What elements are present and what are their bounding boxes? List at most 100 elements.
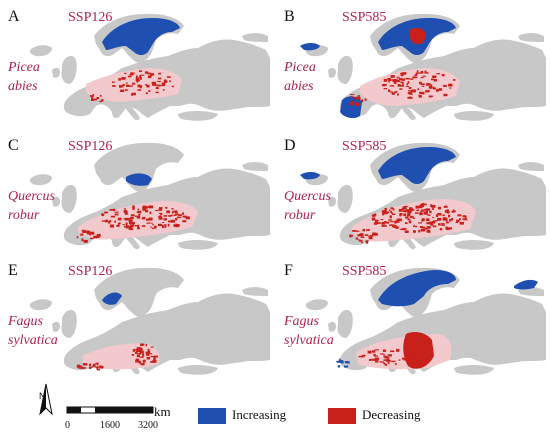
decrease-patch [95,235,100,238]
decrease-patch [93,363,96,367]
decrease-patch [415,205,419,209]
decrease-patch [130,72,133,75]
decrease-patch [136,354,141,358]
decrease-patch [150,346,154,348]
decrease-patch [432,206,435,208]
decrease-patch [400,85,404,87]
decrease-patch [432,217,435,219]
decrease-patch [405,216,409,219]
decrease-patch [171,211,174,214]
decrease-patch [132,207,135,210]
decrease-patch [357,239,360,241]
decrease-patch [99,367,103,369]
decrease-patch [396,79,400,82]
increase-area [378,270,456,307]
decrease-patch [457,214,462,217]
decrease-patch [435,214,439,217]
decrease-patch [414,74,417,77]
decrease-patch [136,215,141,219]
decrease-patch [387,354,392,357]
decrease-patch [431,221,436,224]
decrease-patch [164,224,167,226]
scenario-label: SSP585 [342,264,387,279]
decrease-patch [158,72,161,75]
decrease-patch [160,213,163,215]
decrease-patch [109,209,113,211]
decrease-patch [429,210,432,214]
decrease-patch [427,230,431,233]
decrease-patch [163,80,168,83]
decrease-patch [407,213,411,217]
map-panel-f: F SSP585 Fagus sylvatica [278,256,548,381]
decrease-patch [81,367,86,369]
range-area [352,199,476,242]
decrease-patch [148,75,152,79]
decrease-patch [426,83,431,86]
range-area [78,201,198,240]
decrease-patch [383,362,386,365]
decrease-patch [387,357,390,359]
decrease-patch [369,359,372,361]
decrease-patch [407,96,411,99]
decrease-patch [430,84,433,88]
decrease-patch [151,73,155,76]
decrease-patch [392,208,395,211]
decrease-patch [131,354,135,356]
decrease-patch [99,100,102,103]
decrease-patch [441,223,445,225]
decrease-patch [381,222,385,225]
panel-letter: C [8,137,19,154]
decrease-patch [390,221,395,223]
decrease-patch [349,234,354,237]
decrease-patch [362,229,366,232]
decrease-patch [89,366,92,369]
decrease-patch [409,78,414,80]
decrease-patch [109,220,112,222]
decrease-patch [407,210,412,213]
decrease-patch [390,350,395,353]
decrease-patch [433,220,438,222]
decrease-patch [398,218,402,222]
decrease-patch [430,204,433,208]
decrease-patch [453,79,456,81]
decrease-patch [140,363,145,366]
decrease-patch [170,214,173,217]
decrease-patch [123,218,128,220]
decrease-patch [357,96,361,100]
decrease-patch [409,96,413,99]
scenario-label: SSP126 [68,139,113,154]
decrease-patch [158,216,161,218]
decrease-patch [127,75,132,78]
decrease-patch [112,81,115,83]
decrease-patch [97,234,100,238]
decrease-patch [407,218,411,220]
decrease-patch [128,219,133,222]
decrease-patch [395,226,399,229]
decrease-patch [146,222,151,224]
decrease-patch [399,88,403,90]
decrease-patch [402,81,404,85]
decrease-patch [402,207,407,210]
decrease-patch [409,357,412,360]
decrease-patch [354,96,358,99]
decrease-patch [389,224,394,226]
decrease-patch [132,82,136,85]
decrease-patch [400,72,403,75]
decrease-patch [374,357,379,361]
decrease-patch [387,77,391,81]
north-arrow-icon [39,383,53,416]
decrease-patch [436,73,441,75]
decrease-patch [432,225,437,228]
decrease-patch [421,209,424,212]
decrease-patch [384,356,389,359]
decrease-patch [123,208,126,210]
decrease-patch [442,214,445,217]
decrease-patch [352,230,357,232]
increase-area [340,96,362,119]
decrease-patch [426,222,431,225]
decrease-patch [448,211,450,214]
decrease-patch [158,223,163,226]
decrease-patch [138,361,142,364]
decrease-patch [82,363,88,366]
decrease-patch [354,102,359,106]
